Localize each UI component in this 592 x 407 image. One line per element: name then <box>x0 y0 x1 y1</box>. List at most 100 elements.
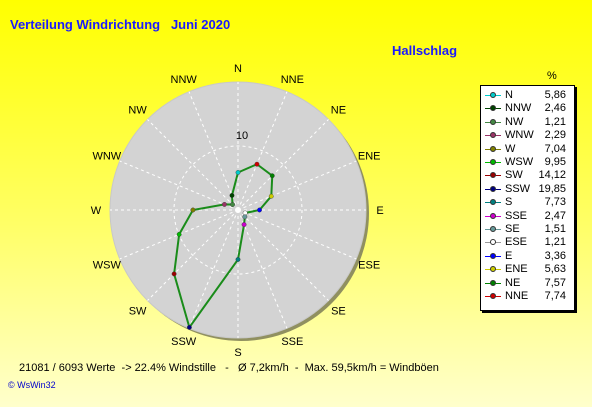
legend-value: 5,86 <box>544 89 566 101</box>
legend: % N 5,86 NNW 2,46 NW 1,21 WNW 2,29 W 7,04 WSW 9,95 S… <box>480 70 575 311</box>
data-point <box>268 193 274 199</box>
legend-value: 19,85 <box>538 182 566 195</box>
legend-label: WNW <box>505 129 534 142</box>
legend-item: WNW 2,29 <box>481 129 574 143</box>
legend-item: SSE 2,47 <box>481 210 574 224</box>
legend-item: NNE 7,74 <box>481 290 574 304</box>
legend-marker <box>490 226 496 232</box>
legend-marker <box>490 199 496 206</box>
direction-label: NW <box>128 105 147 117</box>
direction-label: WNW <box>92 151 121 163</box>
legend-item: SW 14,12 <box>481 169 574 183</box>
legend-value: 7,73 <box>544 196 566 209</box>
legend-item: NNW 2,46 <box>481 102 574 116</box>
legend-item: ENE 5,63 <box>481 263 574 277</box>
legend-value: 14,12 <box>538 169 566 182</box>
legend-marker <box>490 159 496 165</box>
legend-label: E <box>505 249 513 262</box>
legend-label: ESE <box>505 236 528 249</box>
legend-value: 9,95 <box>544 156 566 168</box>
data-point <box>186 324 192 330</box>
legend-item: SSW 19,85 <box>481 183 574 197</box>
direction-label: SSW <box>171 336 197 348</box>
legend-item: NE 7,57 <box>481 277 574 291</box>
legend-unit: % <box>547 70 557 82</box>
legend-label: W <box>505 142 516 155</box>
data-point <box>229 193 235 198</box>
data-point <box>257 207 262 213</box>
direction-label: NE <box>331 105 346 117</box>
legend-label: NE <box>505 276 521 289</box>
legend-label: NNE <box>505 290 529 302</box>
direction-label: SE <box>331 305 346 317</box>
legend-value: 2,29 <box>544 129 566 142</box>
legend-marker <box>490 172 496 179</box>
direction-label: NNE <box>281 74 304 86</box>
legend-label: S <box>505 196 513 209</box>
legend-value: 1,21 <box>544 236 566 249</box>
data-point <box>171 271 177 277</box>
station-name: Hallschlag <box>392 43 458 58</box>
data-point <box>230 202 235 207</box>
legend-value: 5,63 <box>544 263 566 276</box>
legend-item: WSW 9,95 <box>481 156 574 170</box>
legend-marker <box>490 185 496 192</box>
legend-marker <box>490 145 496 152</box>
data-point <box>254 161 260 167</box>
legend-item: N 5,86 <box>481 89 574 103</box>
legend-label: N <box>505 89 513 101</box>
legend-marker <box>490 132 496 139</box>
legend-label: SE <box>505 223 520 235</box>
data-point <box>190 207 196 213</box>
legend-value: 7,04 <box>544 142 566 155</box>
legend-label: SSW <box>505 182 531 195</box>
legend-value: 2,47 <box>544 209 566 222</box>
direction-label: SW <box>129 305 147 317</box>
legend-item: E 3,36 <box>481 250 574 264</box>
legend-item: NW 1,21 <box>481 116 574 130</box>
legend-label: ENE <box>505 263 528 276</box>
ring-tick-label: 10 <box>236 130 248 142</box>
data-point <box>235 170 241 175</box>
footer-stats: 21081 / 6093 Werte -> 22.4% Windstille -… <box>19 362 439 374</box>
brand-logo: © WsWin32 <box>8 380 56 390</box>
legend-label: NNW <box>505 102 532 115</box>
data-point <box>269 173 275 179</box>
legend-marker <box>490 266 496 273</box>
data-point <box>222 201 227 207</box>
legend-item: W 7,04 <box>481 143 574 157</box>
direction-label: N <box>234 63 242 75</box>
direction-label: NNW <box>171 74 198 86</box>
legend-value: 3,36 <box>544 249 566 262</box>
legend-marker <box>490 105 496 112</box>
legend-marker <box>490 118 496 125</box>
direction-label: S <box>234 347 241 359</box>
direction-label: ENE <box>358 151 381 163</box>
legend-item: ESE 1,21 <box>481 236 574 250</box>
chart-title: Verteilung Windrichtung Juni 2020 <box>10 17 231 32</box>
legend-marker <box>490 252 496 259</box>
direction-label: WSW <box>93 259 122 271</box>
legend-value: 1,21 <box>544 115 566 128</box>
legend-value: 1,51 <box>544 223 566 235</box>
legend-marker <box>490 92 496 98</box>
grid-ring <box>173 145 303 275</box>
direction-label: SSE <box>281 336 303 348</box>
direction-label: E <box>376 205 383 217</box>
legend-marker <box>490 212 496 219</box>
data-point <box>235 257 241 262</box>
legend-value: 2,46 <box>544 102 566 115</box>
legend-item: S 7,73 <box>481 196 574 210</box>
legend-label: NW <box>505 115 524 128</box>
direction-label: ESE <box>358 259 380 271</box>
legend-marker <box>490 293 496 299</box>
legend-label: SSE <box>505 209 528 222</box>
data-point <box>176 231 182 237</box>
legend-marker <box>490 279 496 286</box>
data-point <box>242 214 248 220</box>
legend-marker <box>490 239 496 246</box>
data-point <box>241 222 247 228</box>
legend-value: 7,74 <box>544 290 566 302</box>
direction-label: W <box>91 205 102 217</box>
legend-item: SE 1,51 <box>481 223 574 237</box>
